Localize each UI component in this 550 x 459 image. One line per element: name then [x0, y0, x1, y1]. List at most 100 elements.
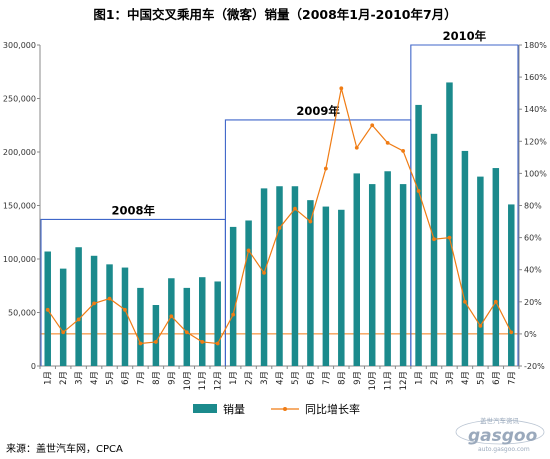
x-tick-label: 7月: [507, 371, 517, 385]
bar: [90, 255, 98, 366]
period-label: 2010年: [443, 29, 487, 43]
x-tick-label: 3月: [260, 371, 270, 385]
bar: [276, 186, 283, 366]
growth-point: [92, 301, 96, 306]
x-tick-label: 5月: [106, 371, 116, 385]
growth-point: [107, 296, 112, 301]
growth-point: [463, 299, 467, 304]
x-tick-label: 6月: [492, 371, 502, 385]
x-tick-label: 12月: [214, 371, 224, 390]
x-tick-label: 6月: [306, 371, 316, 385]
growth-point: [246, 248, 251, 253]
right-tick-label: 20%: [524, 298, 542, 307]
bar: [121, 267, 129, 366]
period-box: [410, 44, 519, 366]
bar: [492, 168, 500, 366]
period-box: [40, 218, 226, 366]
x-tick-label: 9月: [353, 371, 363, 385]
x-tick-label: 2月: [59, 371, 69, 385]
growth-point: [432, 237, 436, 242]
svg-text:auto.gasgoo.com: auto.gasgoo.com: [478, 446, 530, 453]
bar: [229, 226, 237, 366]
bar: [168, 278, 175, 366]
x-tick-label: 1月: [229, 371, 239, 385]
x-tick-label: 5月: [476, 371, 486, 385]
growth-point: [169, 314, 174, 319]
x-tick-label: 4月: [90, 371, 100, 385]
right-tick-label: 40%: [524, 266, 542, 275]
growth-point: [447, 235, 452, 240]
growth-point: [509, 330, 514, 335]
growth-point: [339, 86, 344, 91]
growth-point: [323, 166, 328, 171]
bar: [75, 247, 82, 366]
left-tick-label: 0: [31, 362, 36, 371]
x-tick-label: 8月: [337, 371, 347, 385]
bar: [353, 173, 361, 366]
growth-point: [138, 341, 143, 346]
bar: [137, 287, 144, 366]
bar: [152, 305, 160, 366]
right-tick-label: 180%: [524, 41, 547, 50]
x-tick-label: 2月: [245, 371, 255, 385]
x-tick-label: 9月: [167, 371, 177, 385]
right-tick-label: 0%: [524, 330, 537, 339]
growth-point: [401, 149, 406, 153]
right-tick-label: 140%: [524, 105, 547, 114]
growth-point: [184, 330, 189, 335]
bar-series: [44, 82, 515, 367]
bar: [260, 188, 268, 366]
growth-point: [293, 206, 297, 211]
growth-point: [123, 307, 127, 312]
x-tick-label: 3月: [445, 371, 455, 385]
x-tick-label: 2月: [430, 371, 440, 385]
growth-point: [308, 219, 313, 224]
bar: [245, 220, 252, 366]
left-tick-label: 250,000: [3, 95, 36, 104]
bar: [183, 287, 191, 366]
growth-point: [277, 226, 282, 230]
x-tick-label: 7月: [322, 371, 332, 385]
svg-text:盖世汽车资讯: 盖世汽车资讯: [480, 416, 520, 425]
growth-point: [153, 340, 158, 344]
growth-point: [478, 323, 483, 328]
right-tick-label: 120%: [524, 137, 547, 146]
x-tick-label: 4月: [276, 371, 286, 385]
left-tick-label: 150,000: [3, 202, 36, 211]
bar: [322, 206, 330, 366]
x-tick-label: 11月: [384, 371, 394, 390]
growth-point: [215, 341, 220, 346]
right-tick-label: 100%: [524, 169, 547, 178]
x-tick-label: 10月: [183, 371, 193, 390]
line-series: [45, 86, 514, 346]
left-tick-label: 100,000: [3, 255, 36, 264]
growth-point: [231, 312, 236, 317]
bar: [446, 82, 453, 366]
period-boxes: 2008年 2009年 2010年: [40, 29, 519, 366]
right-tick-label: 80%: [524, 202, 542, 211]
bar: [461, 150, 469, 366]
bar: [384, 171, 391, 366]
legend-label-line: 同比增长率: [305, 402, 360, 416]
right-tick-label: 60%: [524, 234, 542, 243]
growth-point: [262, 271, 266, 275]
legend-swatch-marker: [283, 407, 287, 411]
growth-point: [493, 299, 498, 304]
chart-title: 图1：中国交叉乘用车（微客）销量（2008年1月-2010年7月）: [93, 7, 456, 22]
legend: 销量 同比增长率: [193, 402, 360, 416]
bar: [106, 264, 113, 366]
axes: 0 50,000 100,000 150,000 200,000 250,000 300,0…: [3, 41, 547, 390]
growth-point: [61, 330, 66, 335]
right-tick-label: 160%: [524, 73, 547, 82]
bar: [415, 104, 422, 367]
x-tick-label: 10月: [368, 371, 378, 390]
growth-point: [416, 189, 421, 193]
bar: [399, 184, 407, 366]
x-tick-label: 11月: [198, 371, 208, 390]
watermark-logo: 盖世汽车资讯 gasgoo auto.gasgoo.com: [455, 416, 545, 453]
legend-label-bar: 销量: [223, 402, 245, 416]
left-tick-label: 50,000: [8, 309, 36, 318]
growth-point: [385, 141, 390, 145]
bar: [214, 281, 221, 366]
